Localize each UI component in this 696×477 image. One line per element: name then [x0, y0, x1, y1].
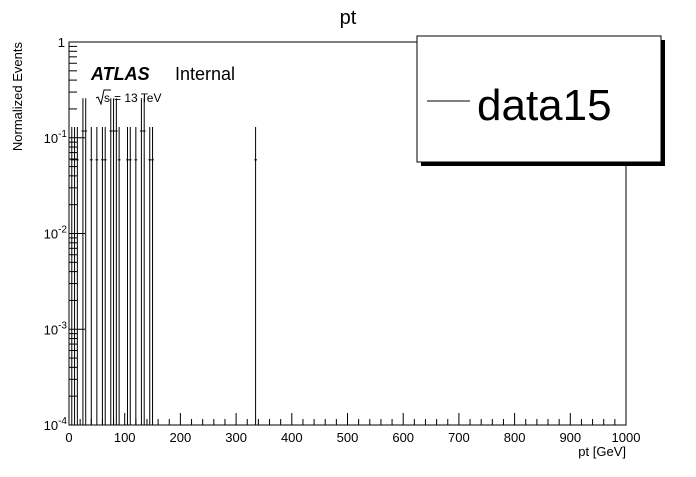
- x-tick-label: 1000: [612, 430, 641, 445]
- legend-entry: data15: [477, 81, 612, 130]
- x-tick-label: 700: [448, 430, 470, 445]
- y-axis: 1 10-1 10-2 10-3 10-4: [44, 35, 85, 433]
- histogram-bin: [81, 98, 85, 425]
- histogram-bin: [109, 98, 113, 425]
- histogram-bin: [73, 127, 76, 425]
- x-tick-label: 0: [65, 430, 72, 445]
- histogram-bin: [148, 127, 152, 425]
- chart-title: pt: [340, 7, 357, 29]
- sqrt-s-label: s: [104, 91, 110, 105]
- atlas-label: ATLAS: [90, 64, 150, 84]
- x-tick-label: 300: [225, 430, 247, 445]
- histogram-bin: [142, 98, 146, 425]
- histogram-bin: [117, 127, 121, 425]
- x-tick-label: 600: [392, 430, 414, 445]
- x-tick-label: 400: [281, 430, 303, 445]
- sqrt-icon: [95, 89, 111, 106]
- histogram-bin: [89, 127, 93, 425]
- x-axis: 0 100 200 300 400 500 600 700 800 900 1000: [65, 413, 640, 445]
- histogram-bin: [101, 127, 104, 425]
- y-tick-label: 10-1: [44, 129, 68, 146]
- energy-value-label: = 13 TeV: [114, 91, 161, 105]
- y-tick-label: 1: [58, 35, 65, 50]
- x-tick-label: 100: [114, 430, 136, 445]
- internal-label: Internal: [175, 64, 235, 84]
- histogram-bin: [254, 127, 257, 425]
- y-tick-label: 10-3: [44, 320, 68, 337]
- histogram-bin: [151, 127, 154, 425]
- x-tick-label: 500: [337, 430, 359, 445]
- data-series: [70, 98, 257, 425]
- x-tick-label: 900: [559, 430, 581, 445]
- histogram-bin: [103, 127, 107, 425]
- histogram-bin: [84, 98, 88, 425]
- x-tick-label: 800: [504, 430, 526, 445]
- histogram-bin: [140, 98, 143, 425]
- histogram-bin: [70, 127, 74, 425]
- histogram-bin: [112, 98, 115, 425]
- legend-box: [416, 35, 662, 163]
- histogram-bin: [134, 127, 138, 425]
- histogram-bin: [126, 127, 129, 425]
- histogram-bin: [114, 98, 118, 425]
- x-tick-label: 200: [170, 430, 192, 445]
- histogram-bin: [128, 127, 132, 425]
- y-tick-label: 10-4: [44, 416, 68, 433]
- x-axis-label: pt [GeV]: [578, 444, 626, 459]
- y-tick-label: 10-2: [44, 225, 68, 242]
- histogram-bin: [75, 127, 79, 425]
- legend: data15: [416, 35, 665, 166]
- y-axis-label: Normalized Events: [10, 42, 25, 152]
- energy-label: s = 13 TeV: [95, 89, 161, 106]
- histogram-bin: [95, 127, 99, 425]
